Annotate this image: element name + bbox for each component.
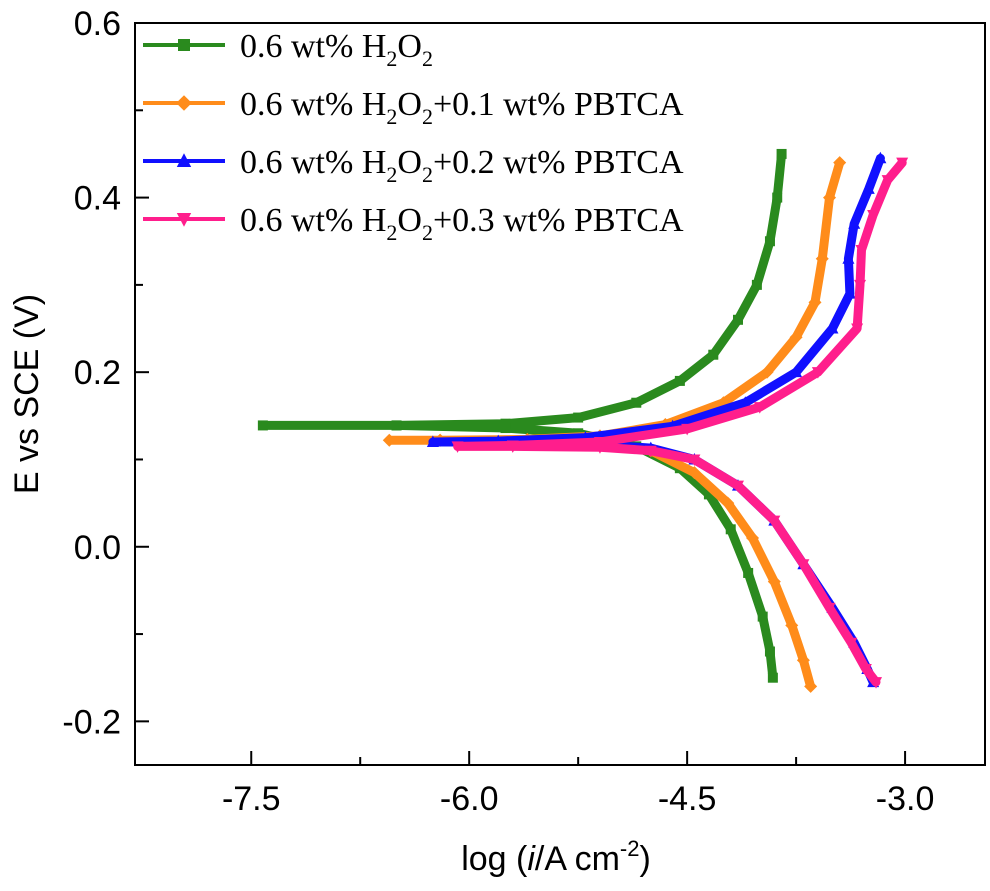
series-3-point-7 [753, 402, 766, 414]
series-1-point-3 [808, 295, 822, 309]
series-3-point-22 [870, 677, 883, 689]
x-title-unit: /A cm [535, 840, 620, 878]
series-3-point-3 [855, 244, 868, 257]
series-1-point-4 [789, 330, 803, 344]
series-2-point-11 [426, 435, 439, 448]
series-0-point-21 [764, 646, 775, 657]
series-3-point-11 [451, 441, 464, 453]
series-0-point-13 [500, 423, 511, 434]
series-2-point-4 [843, 287, 856, 299]
series-2-point-1 [862, 182, 875, 194]
series-0-point-12 [391, 420, 402, 431]
series-1-point-22 [804, 679, 818, 693]
series-1-point-1 [823, 191, 837, 205]
series-0-point-8 [573, 412, 584, 423]
series-1-point-19 [767, 575, 781, 589]
x-tick-label-2: -4.5 [658, 780, 717, 818]
series-3-point-12 [506, 441, 519, 453]
series-3-point-4 [854, 279, 867, 292]
series-2-point-7 [739, 396, 752, 408]
y-tick-label-3: 0.4 [74, 180, 121, 218]
series-2-point-2 [848, 217, 861, 229]
series-0-point-11 [257, 420, 268, 431]
series-3-point-1 [881, 175, 894, 187]
plot-frame [134, 22, 986, 766]
series-0-point-17 [703, 489, 714, 500]
y-tick-label-1: 0.0 [74, 529, 121, 567]
x-title-close: ) [639, 840, 650, 878]
y-axis-title: E vs SCE (V) [8, 294, 46, 494]
x-tick-label-1: -6.0 [440, 780, 499, 818]
series-0-point-6 [674, 375, 685, 386]
x-title-prefix: log ( [461, 840, 528, 878]
legend-entry-2: 0.6 wt% H2O2+0.2 wt% PBTCA [143, 144, 684, 187]
legend-entry-0: 0.6 wt% H2O2 [143, 28, 433, 71]
legend-swatch-marker-0 [178, 39, 190, 51]
legend-entry-3: 0.6 wt% H2O2+0.3 wt% PBTCA [143, 202, 684, 245]
series-0-point-19 [743, 567, 754, 578]
series-3-point-21 [859, 663, 872, 676]
series-3-point-13 [593, 442, 606, 454]
legend-label-3: 0.6 wt% H2O2+0.3 wt% PBTCA [240, 202, 684, 245]
legend-swatch-marker-1 [176, 95, 192, 111]
legend-swatch-marker-2 [176, 153, 192, 167]
x-title-sup: -2 [620, 836, 640, 861]
series-3-point-18 [797, 559, 810, 571]
series-1-point-2 [815, 252, 829, 266]
series-3-point-8 [681, 423, 694, 436]
series-3-point-2 [867, 210, 880, 222]
series-3-point-5 [851, 323, 864, 336]
series-2-point-3 [842, 252, 855, 264]
series-0-point-5 [708, 349, 719, 360]
legend: 0.6 wt% H2O2 0.6 wt% H2O2+0.1 wt% PBTCA 0.… [143, 28, 684, 245]
y-tick-label-0: -0.2 [62, 703, 121, 741]
y-axis-title-group: E vs SCE (V) [8, 294, 46, 494]
series-0-point-1 [772, 192, 783, 203]
series-1-point-11 [382, 433, 396, 447]
series-0-point-4 [732, 314, 743, 325]
series-0-point-0 [776, 148, 787, 159]
series-1-point-16 [687, 466, 701, 480]
series-1-point-18 [746, 531, 760, 545]
series-3-point-15 [688, 454, 701, 466]
series-3-point-20 [845, 637, 858, 650]
legend-swatch-marker-3 [176, 213, 192, 227]
series-0-point-3 [751, 279, 762, 290]
series-1-point-17 [721, 496, 735, 510]
series-1-point-21 [796, 653, 810, 667]
series-3-point-19 [823, 602, 836, 615]
y-tick-label-2: 0.2 [74, 354, 121, 392]
series-0-point-7 [631, 397, 642, 408]
series-1-point-20 [785, 618, 799, 632]
series-3-point-0 [896, 157, 909, 170]
legend-label-0: 0.6 wt% H2O2 [240, 28, 433, 71]
x-title-italic: i [527, 840, 536, 878]
series-0-point-22 [767, 672, 778, 683]
axis-ticks: -7.5 -6.0 -4.5 -3.0 -0.2 0.0 0.2 0.4 0.6 [62, 5, 934, 818]
x-tick-label-3: -3.0 [876, 780, 935, 818]
series-3-point-14 [644, 445, 657, 458]
legend-entry-1: 0.6 wt% H2O2+0.1 wt% PBTCA [143, 86, 684, 129]
series-3-point-16 [731, 480, 744, 493]
series-1-point-5 [760, 365, 774, 379]
series-2-point-6 [790, 365, 803, 378]
series-layer [257, 148, 909, 693]
series-2-point-0 [874, 151, 887, 164]
series-3 [451, 157, 909, 689]
series-3-point-6 [811, 367, 824, 379]
x-axis-title: log (i/A cm-2) [461, 836, 651, 878]
series-0-point-2 [764, 236, 775, 247]
y-tick-label-4: 0.6 [74, 5, 121, 43]
series-1-point-0 [833, 156, 847, 170]
series-0-point-18 [725, 524, 736, 535]
legend-label-1: 0.6 wt% H2O2+0.1 wt% PBTCA [240, 86, 684, 129]
series-2-point-5 [826, 322, 839, 334]
series-3-point-17 [768, 515, 781, 528]
legend-label-2: 0.6 wt% H2O2+0.2 wt% PBTCA [240, 144, 684, 187]
series-0-point-20 [757, 611, 768, 622]
x-tick-label-0: -7.5 [222, 780, 281, 818]
